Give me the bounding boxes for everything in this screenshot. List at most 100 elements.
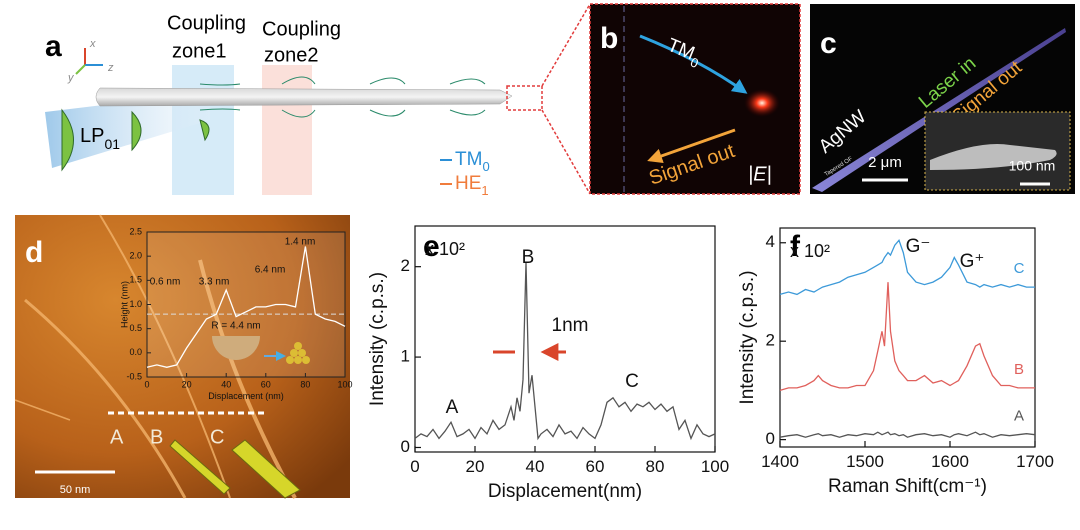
series-label: B	[1014, 361, 1024, 378]
zone-label: Coupling	[262, 18, 341, 40]
zone-label: zone2	[264, 44, 319, 66]
y-tick-label: -0.5	[126, 371, 142, 381]
x-tick-label: 100	[701, 457, 729, 476]
panel-a: x y z a Coupling zone1 Coupling zone2 LP…	[45, 3, 591, 198]
x-tick-label: 0	[144, 379, 149, 389]
x-tick-label: 1700	[1016, 452, 1054, 471]
y-tick-label: 4	[766, 232, 775, 251]
annotation: C	[625, 371, 639, 392]
x-tick-label: 80	[300, 379, 310, 389]
multiplier: x 10²	[790, 241, 830, 261]
panel-label: d	[25, 236, 43, 269]
arrow	[647, 128, 736, 164]
legend-label: TM0	[455, 149, 490, 174]
tube-glyph	[169, 439, 231, 495]
arrow	[639, 34, 748, 94]
region-label: A	[110, 426, 124, 448]
tip	[930, 144, 1057, 170]
tapered-fiber	[45, 92, 210, 168]
y-axis-label: Intensity (c.p.s.)	[737, 270, 758, 404]
y-tick-label: 1.0	[129, 299, 142, 309]
series-label: C	[1014, 260, 1025, 277]
series-line	[414, 262, 716, 441]
x-tick-label: 40	[221, 379, 231, 389]
annotation: 1nm	[552, 315, 589, 336]
field-label: |E|	[748, 163, 772, 185]
nanotube-streaks	[14, 214, 297, 499]
y-axis-label: Intensity (c.p.s.)	[367, 272, 388, 406]
y-tick-label: 0	[401, 437, 410, 456]
x-tick-label: 100	[337, 379, 352, 389]
multiplier: x 10²	[425, 239, 465, 259]
legend-name: TM	[455, 149, 482, 170]
panel-b: b TM0 Signal out |E|	[589, 3, 801, 195]
mode-name: LP	[80, 125, 104, 147]
hotspot	[744, 89, 780, 117]
x-tick-label: 20	[182, 379, 192, 389]
y-tick-label: 0.0	[129, 347, 142, 357]
axis-y	[75, 64, 86, 75]
coupling-zone-2	[262, 65, 312, 195]
y-axis-label: Height (nm)	[119, 281, 129, 328]
nanowire	[95, 87, 513, 107]
region-label: C	[210, 426, 224, 448]
panel-label: c	[820, 27, 837, 60]
plot-frame	[779, 227, 1036, 448]
panel-label: f	[790, 230, 801, 263]
x-tick-label: 60	[261, 379, 271, 389]
y-tick-label: 1	[401, 347, 410, 366]
y-tick-label: 2.0	[129, 251, 142, 261]
panel-c: c AgNW Laser in Signal out Tapered OF 2 …	[810, 4, 1075, 194]
legend-name: HE	[455, 173, 481, 194]
panel-label: a	[45, 30, 62, 63]
y-tick-label: 1.5	[129, 275, 142, 285]
series-line	[779, 239, 1035, 296]
legend-index: 1	[481, 183, 488, 198]
x-tick-label: 40	[526, 457, 545, 476]
x-tick-label: 20	[466, 457, 485, 476]
axis-label: x	[89, 38, 96, 50]
panel-d: d A B C 50 nm	[14, 214, 350, 499]
y-tick-label: 2.5	[129, 226, 142, 236]
scale-label: 100 nm	[1009, 158, 1056, 174]
x-tick-label: 80	[646, 457, 665, 476]
bundle-icon	[286, 342, 310, 364]
radius-glyph	[212, 336, 260, 360]
y-tick-label: 0.5	[129, 323, 142, 333]
plot-frame	[414, 225, 716, 453]
annotation: 3.3 nm	[199, 277, 230, 288]
panel-label: b	[600, 22, 618, 55]
x-axis-label: Displacement(nm)	[488, 481, 642, 502]
mode-profiles	[61, 76, 486, 172]
zone-label: Coupling	[167, 12, 246, 34]
axis-glyph	[75, 48, 103, 75]
series-line	[779, 282, 1035, 392]
scale-label: 2 μm	[868, 154, 902, 171]
panel-label: e	[423, 230, 440, 263]
series-line	[146, 246, 346, 368]
series-label: A	[1014, 408, 1024, 425]
y-tick-label: 0	[766, 429, 775, 448]
annotation: G⁺	[960, 251, 985, 272]
region-label: B	[150, 426, 163, 448]
mode-label: LP01	[80, 125, 120, 151]
x-tick-label: 1500	[846, 452, 884, 471]
zoom-box	[506, 85, 543, 111]
scale-label: 50 nm	[60, 484, 91, 496]
x-tick-label: 1400	[761, 452, 799, 471]
legend-index: 0	[482, 159, 489, 174]
annotation: R = 4.4 nm	[211, 321, 260, 332]
zoom-lines	[541, 3, 591, 195]
annotation: 1.4 nm	[285, 237, 316, 248]
x-tick-label: 1600	[931, 452, 969, 471]
annotation: B	[522, 247, 535, 268]
annotation: 0.6 nm	[150, 277, 181, 288]
annotation: A	[446, 397, 459, 418]
mode-index: 01	[104, 136, 120, 152]
x-axis-label: Displacement (nm)	[208, 391, 284, 401]
annotation: G⁻	[906, 236, 931, 257]
plot-frame	[146, 231, 346, 378]
x-tick-label: 0	[410, 457, 419, 476]
